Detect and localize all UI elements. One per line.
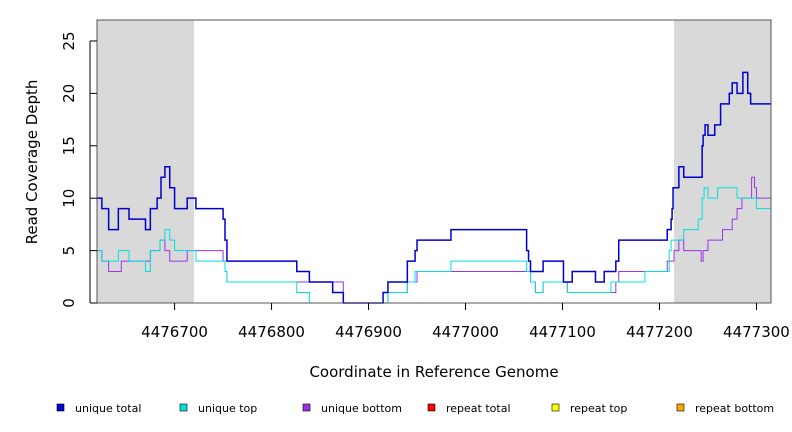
legend-item: unique bottom — [302, 402, 402, 415]
x-tick-label: 4477200 — [626, 323, 693, 341]
plot-frame — [96, 19, 772, 304]
y-tick-label: 10 — [60, 189, 78, 208]
legend: unique total unique top unique bottom repea… — [56, 402, 774, 415]
shaded-regions — [97, 20, 771, 303]
legend-label: unique total — [75, 402, 141, 415]
legend-item: unique top — [179, 402, 257, 415]
y-axis: 0 5 10 15 20 25 — [60, 31, 97, 308]
y-tick-label: 15 — [60, 136, 78, 155]
legend-label: repeat total — [446, 402, 511, 415]
y-tick-label: 20 — [60, 84, 78, 103]
legend-swatch — [302, 403, 311, 412]
legend-item: repeat bottom — [676, 402, 774, 415]
y-tick-label: 25 — [60, 31, 78, 50]
legend-item: repeat total — [427, 402, 511, 415]
x-tick-label: 4476700 — [141, 323, 208, 341]
legend-item: unique total — [56, 402, 141, 415]
x-tick-label: 4477100 — [529, 323, 596, 341]
y-tick-label: 0 — [60, 298, 78, 308]
legend-label: repeat bottom — [695, 402, 774, 415]
legend-label: repeat top — [570, 402, 627, 415]
x-axis: 4476700 4476800 4476900 4477000 4477100 44772… — [141, 303, 790, 341]
y-tick-label: 5 — [60, 246, 78, 256]
series-line-unique-top — [97, 187, 771, 304]
legend-swatch — [427, 403, 436, 412]
shaded-region-1 — [97, 20, 194, 303]
shaded-region-2 — [674, 20, 771, 303]
x-axis-label: Coordinate in Reference Genome — [309, 363, 558, 381]
legend-swatch — [551, 403, 560, 412]
x-tick-label: 4476900 — [335, 323, 402, 341]
series-lines — [97, 71, 771, 304]
legend-label: unique top — [198, 402, 257, 415]
legend-swatch — [179, 403, 188, 412]
series-line-unique-total — [97, 71, 771, 304]
y-axis-label: Read Coverage Depth — [23, 80, 41, 245]
legend-label: unique bottom — [321, 402, 402, 415]
x-tick-label: 4476800 — [238, 323, 305, 341]
legend-swatch — [676, 403, 685, 412]
legend-swatch — [56, 403, 65, 412]
legend-item: repeat top — [551, 402, 627, 415]
x-tick-label: 4477000 — [432, 323, 499, 341]
x-tick-label: 4477300 — [723, 323, 790, 341]
